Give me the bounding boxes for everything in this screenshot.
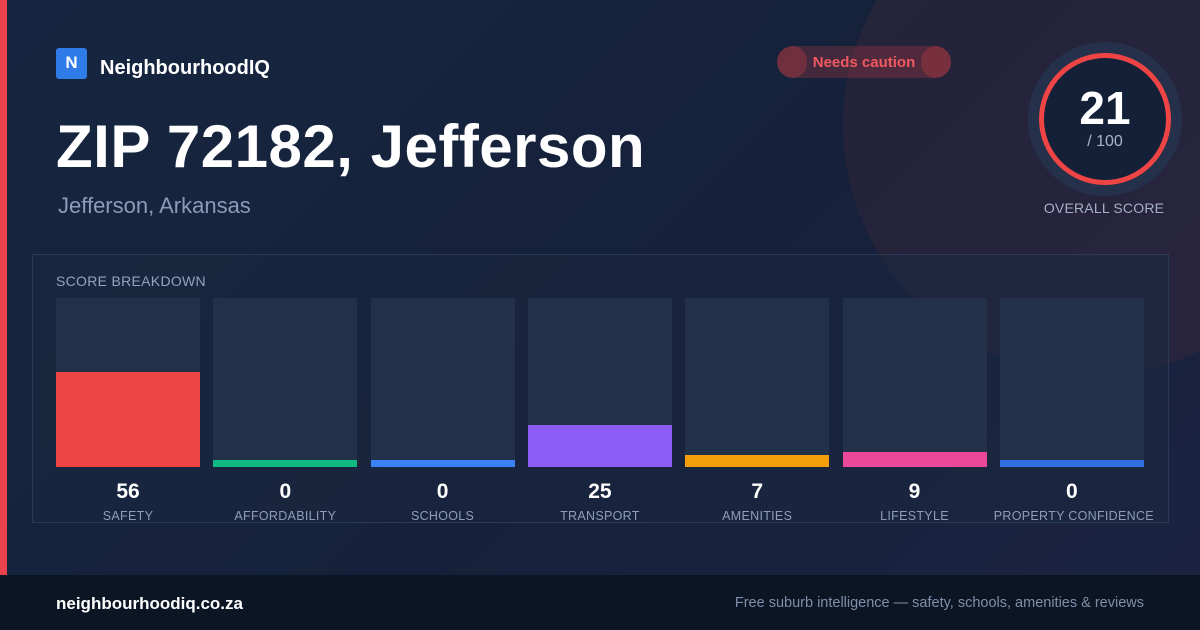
breakdown-heading: SCORE BREAKDOWN bbox=[56, 273, 206, 289]
bar-track bbox=[56, 298, 200, 467]
bar-value-label: 0 bbox=[1065, 480, 1078, 503]
bar-value-label: 56 bbox=[116, 480, 140, 503]
brand-name: NeighbourhoodIQ bbox=[100, 57, 270, 79]
bar-value-label: 0 bbox=[279, 480, 292, 503]
bar bbox=[213, 460, 358, 467]
brand[interactable]: N NeighbourhoodIQ bbox=[56, 46, 270, 80]
accent-bar bbox=[0, 0, 7, 575]
bar-track bbox=[685, 298, 830, 467]
bar-category-label: TRANSPORT bbox=[560, 509, 640, 523]
bar-category-label: AFFORDABILITY bbox=[234, 509, 337, 523]
bar-track bbox=[527, 298, 672, 467]
location-subtitle: Jefferson, Arkansas bbox=[58, 193, 251, 218]
overall-score-ring: 21 / 100 bbox=[1028, 42, 1182, 196]
score-ring-icon bbox=[1028, 42, 1182, 196]
brand-logo-icon: N bbox=[56, 47, 87, 79]
bar bbox=[685, 455, 830, 467]
bar-category-label: SAFETY bbox=[102, 509, 154, 523]
bar bbox=[527, 424, 672, 467]
overall-score-value: 21 bbox=[1079, 82, 1131, 134]
bar-track bbox=[370, 298, 515, 467]
bar-track bbox=[213, 298, 358, 467]
footer: neighbourhoodiq.co.za Free suburb intell… bbox=[0, 575, 1200, 630]
bar-value-label: 25 bbox=[588, 480, 612, 503]
bar-track bbox=[999, 298, 1144, 467]
bar bbox=[842, 451, 987, 467]
bar-category-label: SCHOOLS bbox=[410, 509, 475, 523]
bar-category-label: LIFESTYLE bbox=[880, 509, 949, 523]
bar-value-label: 7 bbox=[751, 480, 764, 503]
hero-section: N NeighbourhoodIQ Needs caution ZIP 7218… bbox=[0, 0, 1200, 575]
footer-domain-link[interactable]: neighbourhoodiq.co.za bbox=[56, 594, 243, 613]
bar-category-label: PROPERTY CONFIDENCE bbox=[993, 509, 1154, 523]
score-breakdown-panel: SCORE BREAKDOWN 56 SAFETY 0 AFFORDABILITY 0 S… bbox=[32, 254, 1169, 523]
status-badge-label: Needs caution bbox=[812, 53, 916, 71]
overall-score-max: / 100 bbox=[1087, 133, 1123, 150]
status-badge: Needs caution bbox=[777, 46, 951, 78]
footer-tagline: Free suburb intelligence — safety, schoo… bbox=[734, 595, 1144, 611]
bar-value-label: 9 bbox=[908, 480, 921, 503]
bar-value-label: 0 bbox=[436, 480, 449, 503]
bar bbox=[999, 460, 1144, 467]
bar-track bbox=[842, 298, 987, 467]
bar bbox=[370, 460, 515, 467]
page-title: ZIP 72182, Jefferson bbox=[56, 113, 646, 180]
overall-score-caption: OVERALL SCORE bbox=[1043, 200, 1165, 216]
bar bbox=[56, 372, 200, 467]
bar-category-label: AMENITIES bbox=[722, 509, 793, 523]
